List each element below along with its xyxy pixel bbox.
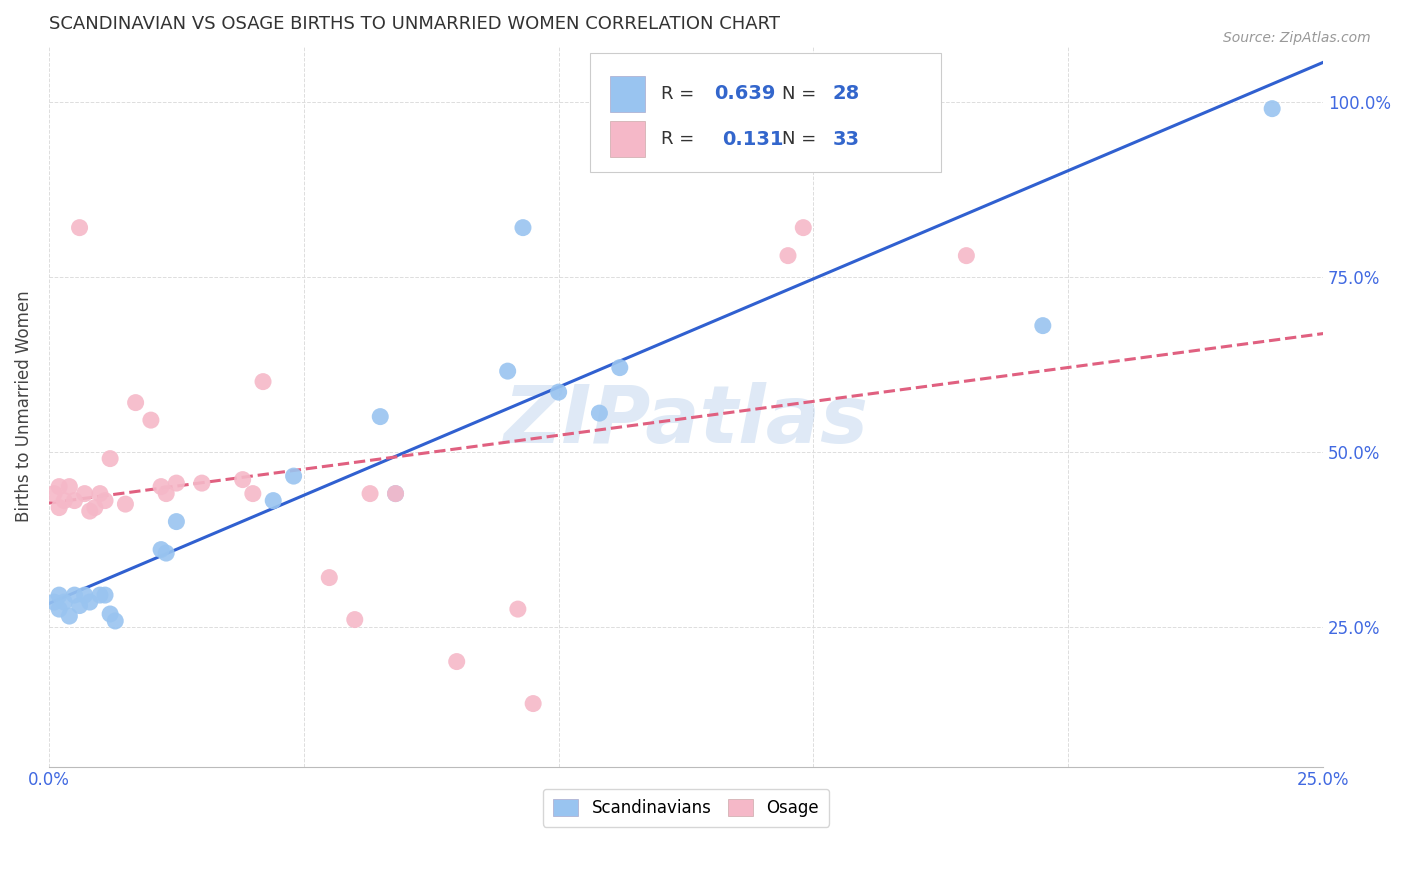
Point	[155, 546, 177, 560]
Text: 28: 28	[832, 85, 860, 103]
Point	[42, 595, 65, 609]
Point	[318, 571, 340, 585]
Point	[522, 697, 544, 711]
Point	[48, 480, 70, 494]
Text: SCANDINAVIAN VS OSAGE BIRTHS TO UNMARRIED WOMEN CORRELATION CHART: SCANDINAVIAN VS OSAGE BIRTHS TO UNMARRIE…	[49, 15, 780, 33]
Point	[73, 486, 96, 500]
Point	[139, 413, 162, 427]
Point	[512, 220, 534, 235]
Point	[48, 500, 70, 515]
Point	[53, 595, 76, 609]
Text: N =: N =	[782, 85, 821, 103]
Point	[1261, 102, 1284, 116]
Point	[42, 486, 65, 500]
Point	[53, 493, 76, 508]
Point	[368, 409, 391, 424]
Point	[79, 595, 101, 609]
Point	[58, 609, 80, 624]
Point	[283, 469, 305, 483]
Text: 0.639: 0.639	[714, 85, 776, 103]
Point	[69, 599, 91, 613]
Point	[792, 220, 814, 235]
Point	[955, 249, 977, 263]
Point	[547, 385, 569, 400]
Point	[150, 480, 173, 494]
Point	[79, 504, 101, 518]
Point	[89, 486, 111, 500]
Point	[262, 493, 284, 508]
Point	[359, 486, 381, 500]
Point	[496, 364, 519, 378]
Point	[609, 360, 631, 375]
Text: 0.131: 0.131	[721, 130, 783, 149]
Point	[343, 613, 366, 627]
Text: ZIPatlas: ZIPatlas	[503, 382, 869, 459]
Point	[165, 476, 187, 491]
Point	[506, 602, 529, 616]
Point	[98, 607, 121, 621]
Point	[155, 486, 177, 500]
FancyBboxPatch shape	[610, 121, 645, 157]
Point	[63, 493, 86, 508]
Point	[446, 655, 468, 669]
Point	[114, 497, 136, 511]
Point	[94, 493, 117, 508]
Point	[83, 500, 105, 515]
Point	[252, 375, 274, 389]
Text: Source: ZipAtlas.com: Source: ZipAtlas.com	[1223, 31, 1371, 45]
Point	[69, 220, 91, 235]
Point	[191, 476, 214, 491]
Text: R =: R =	[661, 130, 706, 148]
Text: 33: 33	[832, 130, 859, 149]
Point	[150, 542, 173, 557]
Point	[242, 486, 264, 500]
Text: N =: N =	[782, 130, 821, 148]
Point	[384, 486, 406, 500]
Text: R =: R =	[661, 85, 700, 103]
Point	[89, 588, 111, 602]
Y-axis label: Births to Unmarried Women: Births to Unmarried Women	[15, 290, 32, 522]
Point	[232, 473, 254, 487]
Point	[48, 588, 70, 602]
Point	[98, 451, 121, 466]
Point	[94, 588, 117, 602]
Point	[58, 480, 80, 494]
Point	[73, 588, 96, 602]
Point	[165, 515, 187, 529]
Point	[63, 588, 86, 602]
Point	[104, 614, 127, 628]
Point	[853, 129, 876, 144]
Point	[776, 249, 799, 263]
Point	[384, 486, 406, 500]
Point	[48, 602, 70, 616]
Point	[124, 395, 146, 409]
FancyBboxPatch shape	[610, 76, 645, 112]
FancyBboxPatch shape	[591, 53, 941, 172]
Point	[588, 406, 610, 420]
Legend: Scandinavians, Osage: Scandinavians, Osage	[543, 789, 830, 827]
Point	[1032, 318, 1054, 333]
